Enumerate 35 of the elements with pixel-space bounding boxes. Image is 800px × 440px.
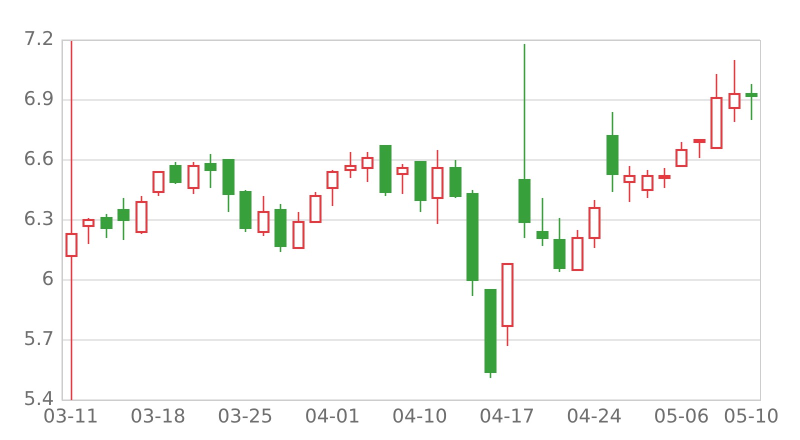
candlestick	[658, 167, 670, 189]
candlestick	[100, 213, 112, 239]
x-tick-label: 04-17	[479, 405, 535, 428]
y-tick-label: 6.6	[24, 148, 54, 170]
candlestick	[204, 153, 216, 189]
x-tick-label: 04-10	[392, 405, 448, 428]
x-tick-label: 04-01	[304, 405, 360, 428]
candlestick	[188, 161, 200, 195]
x-tick-label: 05-10	[724, 405, 779, 428]
candlestick	[694, 139, 706, 159]
y-tick-label: 6.9	[24, 88, 54, 110]
candlestick	[66, 39, 78, 401]
y-tick-label: 6.3	[24, 208, 54, 230]
candlestick	[344, 151, 356, 179]
candlestick	[326, 169, 338, 207]
candlestick	[258, 195, 270, 237]
x-tick-label: 03-18	[130, 405, 186, 428]
x-tick-label: 03-25	[218, 405, 273, 428]
candlestick	[642, 169, 654, 199]
candlestick	[396, 163, 408, 195]
candlestick	[152, 171, 164, 197]
candlestick	[746, 83, 758, 121]
x-tick-label: 05-06	[654, 405, 710, 428]
candlestick	[170, 161, 182, 185]
y-tick-label: 7.2	[24, 28, 54, 50]
y-tick-label: 6	[42, 268, 54, 290]
x-tick-label: 04-24	[566, 405, 622, 428]
candlestick	[728, 59, 740, 123]
candlestick	[676, 141, 688, 167]
candlestick	[624, 165, 636, 203]
candlestick	[362, 151, 374, 183]
candlestick	[82, 217, 94, 245]
candlestick	[118, 197, 130, 241]
candlestick	[536, 197, 548, 247]
y-tick-label: 5.7	[24, 328, 54, 350]
